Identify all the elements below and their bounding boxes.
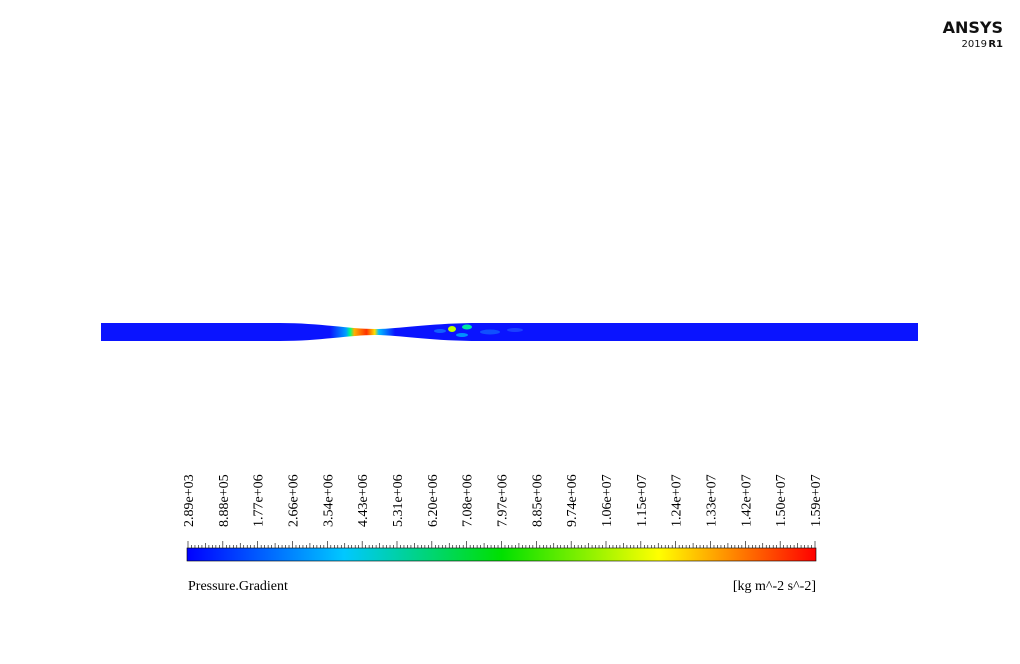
blob xyxy=(480,329,500,335)
tick-label: 3.54e+06 xyxy=(321,474,336,527)
contour-domain xyxy=(101,323,918,341)
tick-label: 7.08e+06 xyxy=(461,474,476,527)
blob xyxy=(434,329,446,333)
tick-label: 1.42e+07 xyxy=(739,474,754,527)
tick-label: 8.88e+05 xyxy=(217,474,232,527)
tick-label: 9.74e+06 xyxy=(565,474,580,527)
contour-blobs xyxy=(434,324,523,337)
tick-label: 8.85e+06 xyxy=(530,474,545,527)
tick-label: 6.20e+06 xyxy=(426,474,441,527)
logo-name: ANSYS xyxy=(943,18,1003,37)
blob xyxy=(448,326,456,332)
tick-label: 7.97e+06 xyxy=(496,474,511,527)
logo-release: R1 xyxy=(988,39,1003,50)
blob xyxy=(507,328,523,332)
tick-label: 5.31e+06 xyxy=(391,474,406,527)
blob xyxy=(456,333,468,337)
tick-label: 2.66e+06 xyxy=(287,474,302,527)
tick-label: 1.59e+07 xyxy=(809,474,824,527)
tick-label: 1.33e+07 xyxy=(705,474,720,527)
colorbar xyxy=(186,547,817,562)
tick-label: 1.15e+07 xyxy=(635,474,650,527)
tick-label: 1.24e+07 xyxy=(670,474,685,527)
tick-label: 1.77e+06 xyxy=(252,474,267,527)
tick-label: 1.50e+07 xyxy=(774,474,789,527)
tick-label: 1.06e+07 xyxy=(600,474,615,527)
logo-version: 2019 xyxy=(962,39,987,50)
tick-label: 2.89e+03 xyxy=(182,474,197,527)
colorbar-units: [kg m^-2 s^-2] xyxy=(733,579,816,594)
colorbar-ticks: 2.89e+03 8.88e+05 1.77e+06 2.66e+06 3.54e+06… xyxy=(182,474,824,548)
tick-label: 4.43e+06 xyxy=(356,474,371,527)
colorbar-title: Pressure.Gradient xyxy=(188,579,288,594)
blob xyxy=(462,324,472,330)
